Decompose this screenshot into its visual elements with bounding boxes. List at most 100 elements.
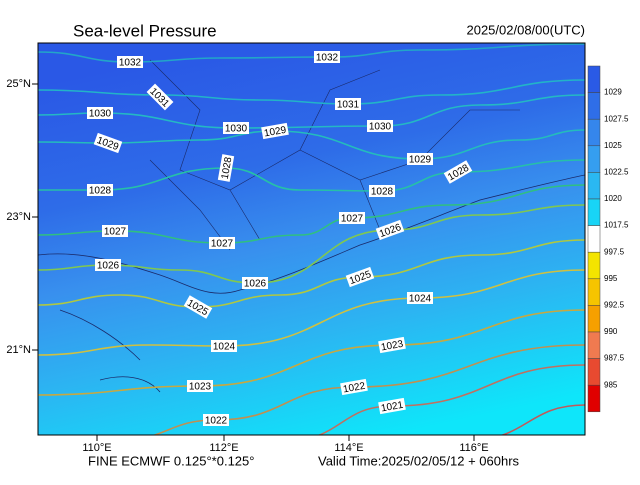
colorbar-label: 1017.5 xyxy=(604,221,629,230)
contour-value: 1030 xyxy=(369,122,392,133)
contour-label: 1029 xyxy=(407,153,433,166)
colorbar-label: 995 xyxy=(604,274,618,283)
contour-value: 1024 xyxy=(213,342,236,353)
colorbar-box xyxy=(587,65,601,93)
contour-label: 1031 xyxy=(335,98,361,111)
contour-line xyxy=(152,344,585,435)
contour-label: 1022 xyxy=(203,414,229,427)
contour-label: 1032 xyxy=(314,51,340,64)
contour-value: 1028 xyxy=(89,186,112,197)
contour-label: 1027 xyxy=(102,225,128,238)
label-box xyxy=(340,378,368,396)
colorbar-box xyxy=(587,198,601,226)
colorbar-box xyxy=(587,118,601,147)
lon-label: 112°E xyxy=(209,442,238,454)
contour-label: 1027 xyxy=(339,212,365,225)
contour-label: 1024 xyxy=(407,292,433,305)
contour-line xyxy=(316,364,585,435)
contour-value: 1030 xyxy=(89,109,112,120)
label-box xyxy=(95,259,121,271)
contour-value: 1028 xyxy=(220,156,235,180)
colorbar-label: 1027.5 xyxy=(604,114,629,123)
colorbar-label: 1020 xyxy=(604,194,622,203)
contour-line xyxy=(38,269,585,356)
contour-label: 1021 xyxy=(378,397,406,415)
contour-value: 1022 xyxy=(205,416,228,427)
contour-label: 1023 xyxy=(187,380,213,393)
contour-value: 1028 xyxy=(371,187,394,198)
colorbar-box xyxy=(587,251,601,280)
contour-value: 1023 xyxy=(380,339,404,354)
label-box xyxy=(87,107,113,119)
label-box xyxy=(335,98,361,110)
colorbar-box xyxy=(587,331,601,359)
colorbar-label: 1029 xyxy=(604,88,622,97)
colorbar-box xyxy=(587,358,601,386)
contour-line xyxy=(38,79,585,105)
label-box xyxy=(369,185,395,197)
contour-value: 1024 xyxy=(409,294,432,305)
colorbar-label: 987.5 xyxy=(604,354,625,363)
label-box xyxy=(117,56,143,68)
colorbar-label: 992.5 xyxy=(604,301,625,310)
contour-label: 1030 xyxy=(223,122,249,135)
contour-label: 1028 xyxy=(217,154,235,182)
lat-label: 23°N xyxy=(6,211,31,223)
contour-value: 1022 xyxy=(342,381,366,396)
contour-value: 1031 xyxy=(337,100,360,111)
label-box xyxy=(242,277,268,289)
colorbar-box xyxy=(587,225,601,253)
label-box xyxy=(209,237,235,249)
label-box xyxy=(102,225,128,237)
valid-time: Valid Time:2025/02/05/12 + 060hrs xyxy=(318,453,520,468)
label-box xyxy=(203,414,229,426)
label-box xyxy=(378,336,406,354)
contour-value: 1032 xyxy=(316,53,339,64)
colorbar-box xyxy=(587,305,601,333)
label-box xyxy=(378,397,406,415)
label-box xyxy=(93,132,123,154)
colorbar-box xyxy=(587,384,601,413)
contour-value: 1023 xyxy=(189,382,212,393)
contour-line xyxy=(38,309,585,396)
model-info: FINE ECMWF 0.125°*0.125° xyxy=(88,453,254,468)
label-box xyxy=(367,120,393,132)
colorbar-label: 997.5 xyxy=(604,247,625,256)
label-box xyxy=(261,122,289,140)
label-box xyxy=(211,340,237,352)
label-box xyxy=(217,154,235,182)
contour-value: 1029 xyxy=(263,125,287,140)
contour-label: 1022 xyxy=(340,378,368,396)
colorbar-label: 990 xyxy=(604,327,618,336)
contour-label: 1026 xyxy=(95,259,121,272)
contour-label: 1024 xyxy=(211,340,237,353)
contour-label: 1028 xyxy=(87,184,113,197)
contour-value: 1027 xyxy=(211,239,234,250)
contour-value: 1027 xyxy=(341,214,364,225)
label-box xyxy=(183,295,213,319)
colorbar-box xyxy=(587,278,601,306)
valid-date: 2025/02/08/00(UTC) xyxy=(466,22,585,37)
contour-label: 1032 xyxy=(117,56,143,69)
contour-line xyxy=(499,404,585,435)
label-box xyxy=(407,292,433,304)
title: Sea-level Pressure xyxy=(73,21,217,40)
contour-label: 1023 xyxy=(378,336,406,354)
colorbar-label: 1025 xyxy=(604,141,622,150)
contour-value: 1026 xyxy=(97,261,120,272)
label-box xyxy=(223,122,249,134)
lon-label: 110°E xyxy=(82,442,111,454)
contour-label: 1030 xyxy=(367,120,393,133)
coastline xyxy=(59,309,161,393)
lon-label: 114°E xyxy=(334,442,363,454)
colorbar: 1029 1027.5 1025 1022.5 1020 1017.5 997.5 995 99… xyxy=(587,65,629,413)
lat-label: 25°N xyxy=(6,78,31,90)
contour-value: 1027 xyxy=(104,227,127,238)
coastline xyxy=(38,174,585,294)
contour-label: 1028 xyxy=(369,185,395,198)
contour-label: 1027 xyxy=(209,237,235,250)
map-frame xyxy=(37,42,586,436)
contour-line xyxy=(38,239,585,308)
label-box xyxy=(187,380,213,392)
contour-value: 1032 xyxy=(119,58,142,69)
